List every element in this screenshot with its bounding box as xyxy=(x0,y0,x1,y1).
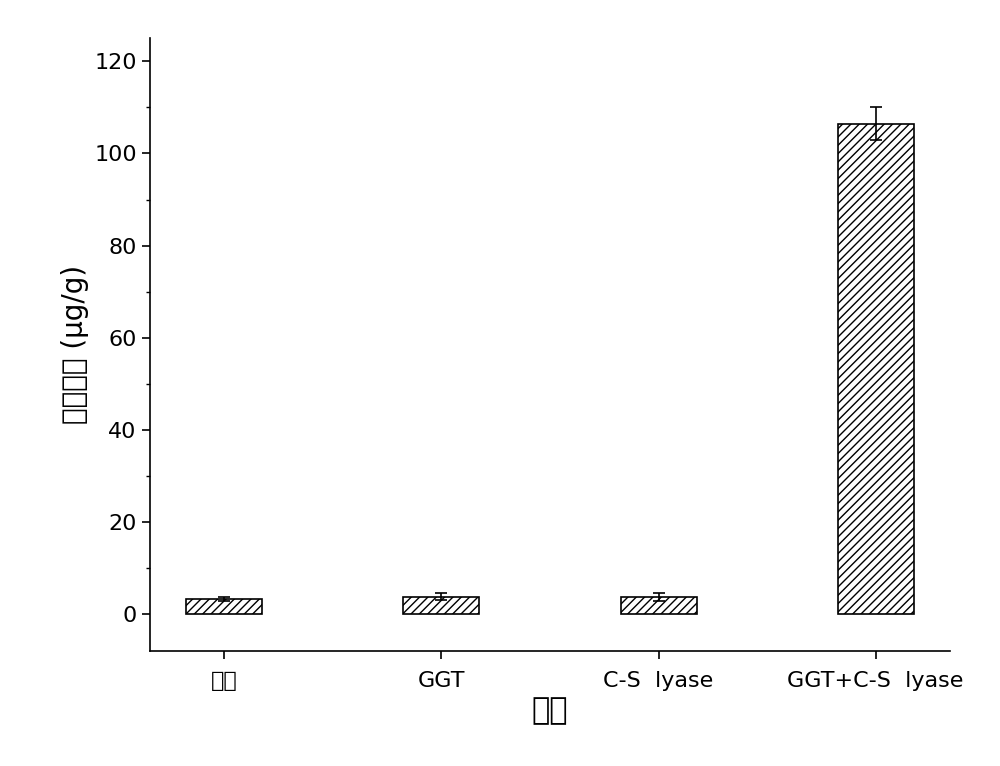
Bar xyxy=(186,599,262,614)
Bar xyxy=(838,123,914,614)
Y-axis label: 甲醋含量 (μg/g): 甲醋含量 (μg/g) xyxy=(61,265,89,424)
X-axis label: 组别: 组别 xyxy=(532,696,568,725)
Bar xyxy=(621,597,697,614)
Bar xyxy=(403,597,479,614)
